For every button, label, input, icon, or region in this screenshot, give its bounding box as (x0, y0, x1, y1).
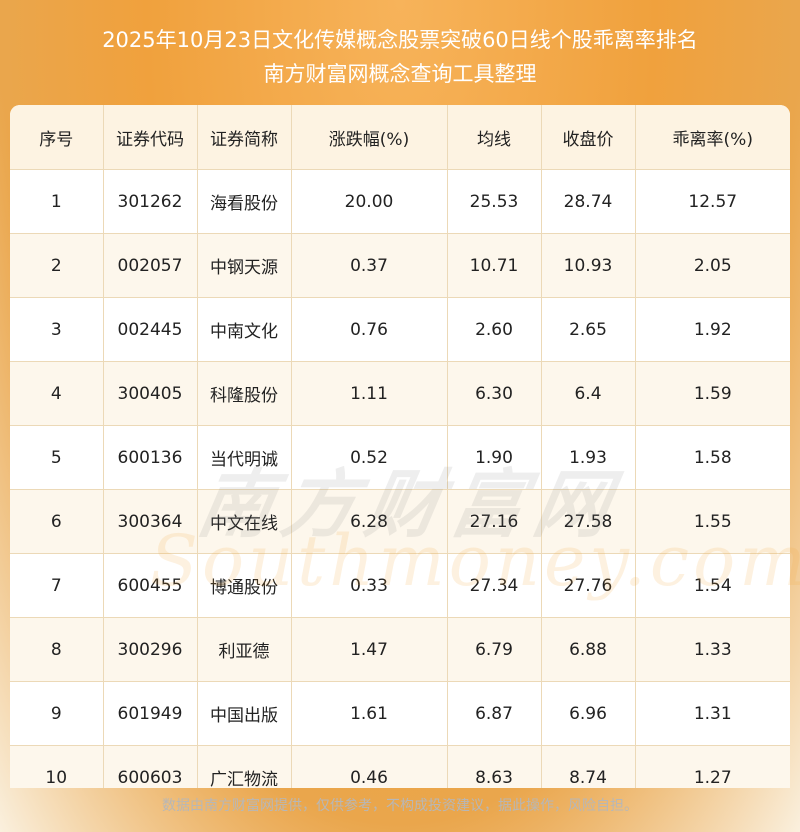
cell-change: 6.28 (291, 489, 448, 554)
cell-bias: 1.27 (635, 745, 790, 788)
cell-rank: 1 (10, 169, 104, 234)
table-row: 2 002057 中钢天源 0.37 10.71 10.93 2.05 (10, 233, 790, 298)
cell-change: 0.33 (291, 553, 448, 618)
cell-close: 28.74 (541, 169, 636, 234)
cell-close: 6.88 (541, 617, 636, 682)
cell-close: 10.93 (541, 233, 636, 298)
cell-change: 1.47 (291, 617, 448, 682)
cell-code: 600455 (103, 553, 198, 618)
cell-change: 1.11 (291, 361, 448, 426)
cell-close: 27.76 (541, 553, 636, 618)
cell-code: 002057 (103, 233, 198, 298)
table-row: 1 301262 海看股份 20.00 25.53 28.74 12.57 (10, 169, 790, 234)
cell-name: 博通股份 (197, 553, 292, 618)
header-bias: 乖离率(%) (635, 105, 790, 170)
page-title: 2025年10月23日文化传媒概念股票突破60日线个股乖离率排名 (102, 28, 698, 52)
cell-rank: 4 (10, 361, 104, 426)
cell-bias: 1.55 (635, 489, 790, 554)
cell-ma: 10.71 (447, 233, 542, 298)
cell-code: 300364 (103, 489, 198, 554)
cell-ma: 8.63 (447, 745, 542, 788)
cell-rank: 7 (10, 553, 104, 618)
cell-code: 300296 (103, 617, 198, 682)
cell-change: 0.46 (291, 745, 448, 788)
cell-change: 20.00 (291, 169, 448, 234)
cell-change: 0.52 (291, 425, 448, 490)
cell-bias: 1.58 (635, 425, 790, 490)
table-row: 5 600136 当代明诚 0.52 1.90 1.93 1.58 (10, 425, 790, 490)
disclaimer-footer: 数据由南方财富网提供，仅供参考，不构成投资建议，据此操作，风险自担。 (162, 798, 638, 814)
table-row: 7 600455 博通股份 0.33 27.34 27.76 1.54 (10, 553, 790, 618)
cell-bias: 1.33 (635, 617, 790, 682)
cell-name: 广汇物流 (197, 745, 292, 788)
header-name: 证券简称 (197, 105, 292, 170)
cell-name: 利亚德 (197, 617, 292, 682)
table-row: 10 600603 广汇物流 0.46 8.63 8.74 1.27 (10, 745, 790, 788)
cell-bias: 1.59 (635, 361, 790, 426)
cell-change: 1.61 (291, 681, 448, 746)
cell-close: 8.74 (541, 745, 636, 788)
table-row: 4 300405 科隆股份 1.11 6.30 6.4 1.59 (10, 361, 790, 426)
cell-close: 2.65 (541, 297, 636, 362)
cell-code: 002445 (103, 297, 198, 362)
watermark-english: Southmoney.com (150, 520, 800, 602)
cell-close: 1.93 (541, 425, 636, 490)
cell-ma: 2.60 (447, 297, 542, 362)
header-rank: 序号 (10, 105, 104, 170)
cell-ma: 1.90 (447, 425, 542, 490)
table-row: 9 601949 中国出版 1.61 6.87 6.96 1.31 (10, 681, 790, 746)
cell-rank: 8 (10, 617, 104, 682)
cell-name: 海看股份 (197, 169, 292, 234)
cell-bias: 12.57 (635, 169, 790, 234)
header-ma: 均线 (447, 105, 542, 170)
cell-ma: 6.79 (447, 617, 542, 682)
cell-close: 6.96 (541, 681, 636, 746)
cell-close: 6.4 (541, 361, 636, 426)
cell-change: 0.37 (291, 233, 448, 298)
ranking-table: 序号 证券代码 证券简称 涨跌幅(%) 均线 收盘价 乖离率(%) 1 3012… (10, 105, 790, 788)
cell-change: 0.76 (291, 297, 448, 362)
cell-code: 600603 (103, 745, 198, 788)
header-change: 涨跌幅(%) (291, 105, 448, 170)
cell-rank: 3 (10, 297, 104, 362)
cell-bias: 1.92 (635, 297, 790, 362)
cell-bias: 2.05 (635, 233, 790, 298)
cell-close: 27.58 (541, 489, 636, 554)
cell-name: 中钢天源 (197, 233, 292, 298)
cell-ma: 6.30 (447, 361, 542, 426)
cell-bias: 1.54 (635, 553, 790, 618)
table-header-row: 序号 证券代码 证券简称 涨跌幅(%) 均线 收盘价 乖离率(%) (10, 105, 790, 170)
cell-ma: 6.87 (447, 681, 542, 746)
table-row: 6 300364 中文在线 6.28 27.16 27.58 1.55 (10, 489, 790, 554)
cell-name: 当代明诚 (197, 425, 292, 490)
cell-ma: 25.53 (447, 169, 542, 234)
cell-rank: 2 (10, 233, 104, 298)
cell-rank: 10 (10, 745, 104, 788)
table-row: 8 300296 利亚德 1.47 6.79 6.88 1.33 (10, 617, 790, 682)
table-row: 3 002445 中南文化 0.76 2.60 2.65 1.92 (10, 297, 790, 362)
cell-name: 中国出版 (197, 681, 292, 746)
page-subtitle: 南方财富网概念查询工具整理 (263, 62, 537, 86)
cell-rank: 5 (10, 425, 104, 490)
cell-name: 中南文化 (197, 297, 292, 362)
cell-ma: 27.34 (447, 553, 542, 618)
table-card: 序号 证券代码 证券简称 涨跌幅(%) 均线 收盘价 乖离率(%) 1 3012… (10, 105, 790, 788)
cell-rank: 6 (10, 489, 104, 554)
header-code: 证券代码 (103, 105, 198, 170)
header-close: 收盘价 (541, 105, 636, 170)
cell-code: 300405 (103, 361, 198, 426)
cell-code: 601949 (103, 681, 198, 746)
cell-name: 中文在线 (197, 489, 292, 554)
cell-bias: 1.31 (635, 681, 790, 746)
cell-code: 301262 (103, 169, 198, 234)
cell-rank: 9 (10, 681, 104, 746)
cell-name: 科隆股份 (197, 361, 292, 426)
cell-ma: 27.16 (447, 489, 542, 554)
cell-code: 600136 (103, 425, 198, 490)
